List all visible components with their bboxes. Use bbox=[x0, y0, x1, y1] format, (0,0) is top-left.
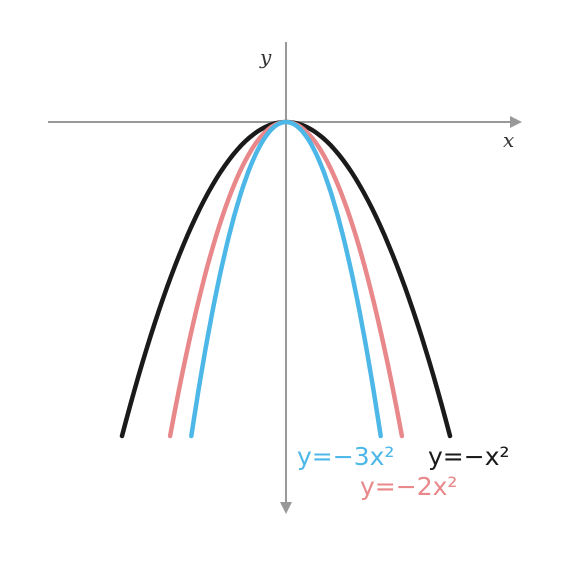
label-y-minus-x-squared: y=−x² bbox=[428, 442, 510, 471]
label-y-minus-3x-squared: y=−3x² bbox=[297, 442, 394, 471]
curve-y-minus-3x-squared bbox=[189, 119, 383, 439]
y-axis-label: y bbox=[259, 45, 272, 69]
x-axis-label: x bbox=[503, 128, 514, 152]
label-y-minus-2x-squared: y=−2x² bbox=[360, 472, 457, 501]
